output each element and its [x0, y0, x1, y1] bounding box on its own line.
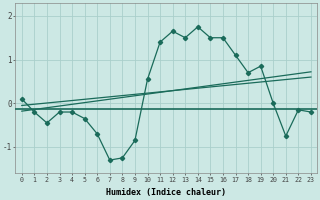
X-axis label: Humidex (Indice chaleur): Humidex (Indice chaleur) — [106, 188, 226, 197]
